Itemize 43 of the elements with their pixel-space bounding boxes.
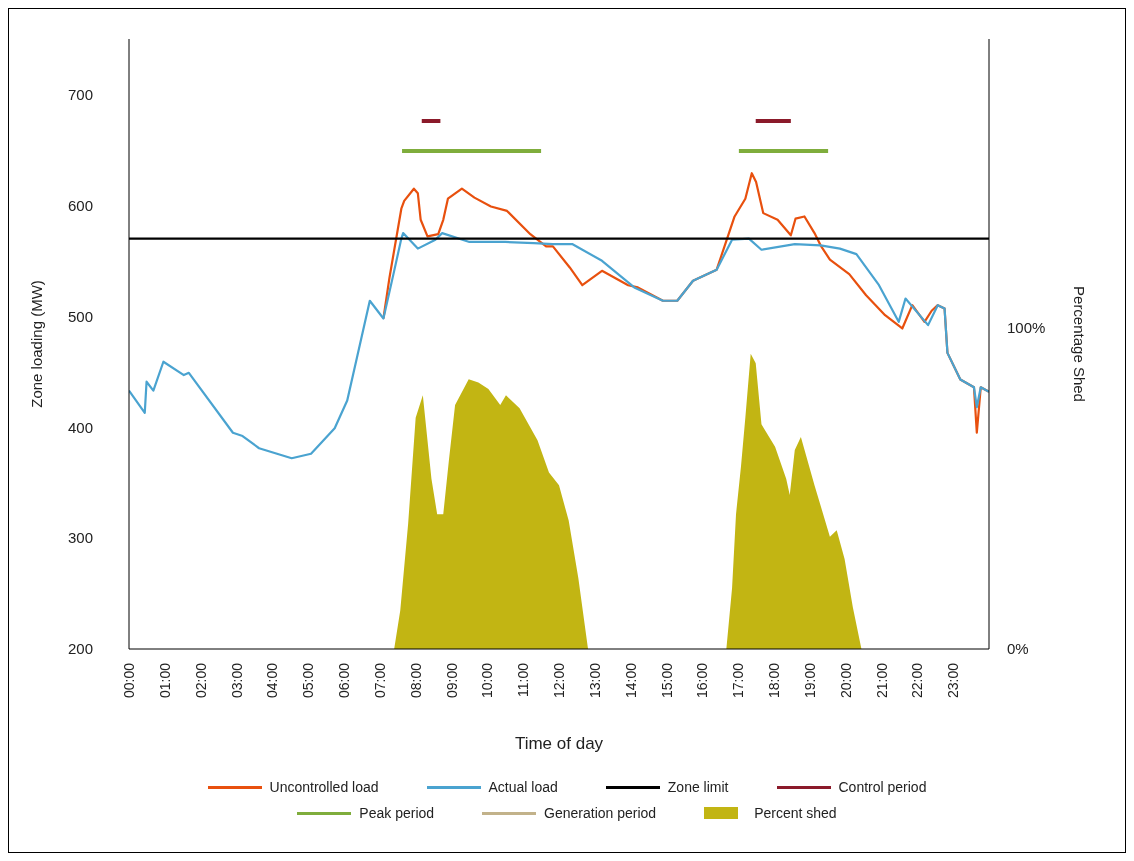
y-tick-label: 500 <box>67 307 93 325</box>
legend-label: Percent shed <box>754 805 837 821</box>
legend-label: Control period <box>838 779 927 795</box>
y-tick-label: 300 <box>67 529 93 547</box>
x-tick-label: 23:00 <box>945 662 962 699</box>
line-series <box>129 231 989 460</box>
x-tick-label: 12:00 <box>551 662 567 699</box>
x-axis-title: Time of day <box>514 734 604 753</box>
y2-tick-label: 100% <box>1007 319 1046 337</box>
x-tick-label: 04:00 <box>264 662 281 699</box>
x-tick-label: 18:00 <box>766 662 782 699</box>
y-tick-label: 200 <box>67 640 93 658</box>
x-tick-label: 14:00 <box>622 662 639 699</box>
x-tick-label: 01:00 <box>156 662 173 699</box>
x-tick-label: 08:00 <box>407 662 424 699</box>
x-tick-label: 03:00 <box>228 662 245 699</box>
y-tick-label: 400 <box>67 418 93 436</box>
y-axis-title: Zone loading (MW) <box>28 280 46 408</box>
legend-label: Zone limit <box>667 779 729 795</box>
x-tick-label: 15:00 <box>658 662 675 699</box>
x-tick-label: 02:00 <box>192 662 209 699</box>
x-tick-label: 21:00 <box>873 662 890 699</box>
x-tick-label: 09:00 <box>443 662 460 699</box>
x-tick-label: 16:00 <box>694 662 711 699</box>
x-tick-label: 19:00 <box>801 662 818 699</box>
x-tick-label: 05:00 <box>300 662 317 699</box>
legend-label: Actual load <box>488 779 558 795</box>
x-tick-label: 22:00 <box>909 662 926 699</box>
x-tick-label: 17:00 <box>730 662 747 699</box>
legend-label: Peak period <box>359 805 435 821</box>
x-tick-label: 13:00 <box>586 662 603 699</box>
x-tick-label: 20:00 <box>837 662 854 699</box>
x-tick-label: 00:00 <box>121 662 137 699</box>
y-tick-label: 700 <box>67 85 93 103</box>
y-tick-label: 600 <box>67 196 93 214</box>
legend-label: Generation period <box>544 805 657 821</box>
y2-axis-title: Percentage Shed <box>1070 286 1088 402</box>
legend-label: Uncontrolled load <box>269 779 379 795</box>
x-tick-label: 10:00 <box>479 662 496 699</box>
x-tick-label: 11:00 <box>515 662 532 697</box>
x-tick-label: 07:00 <box>371 662 388 699</box>
y2-tick-label: 0% <box>1007 640 1029 658</box>
x-tick-label: 06:00 <box>336 662 352 699</box>
